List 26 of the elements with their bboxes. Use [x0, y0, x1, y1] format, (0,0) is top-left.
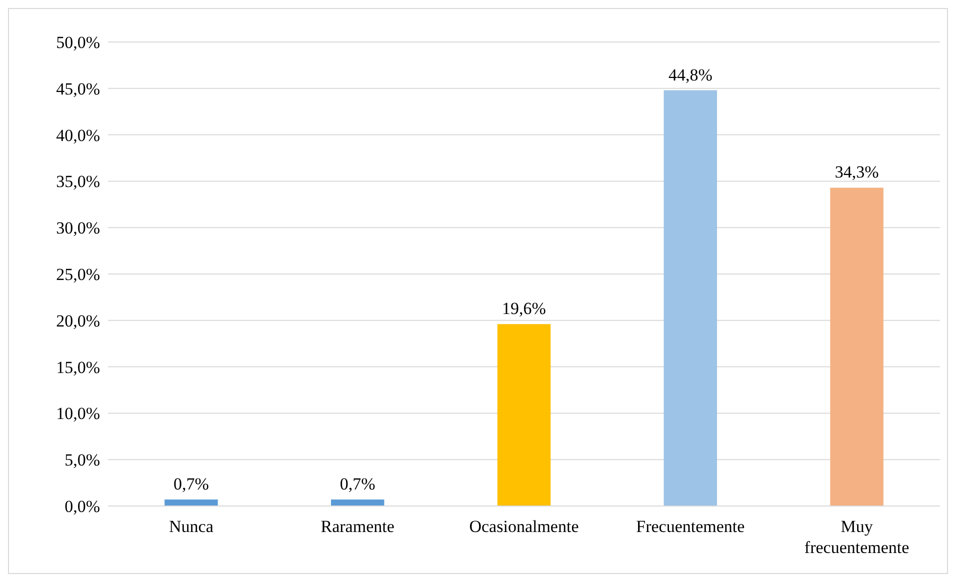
y-tick-label: 0,0% [64, 496, 100, 516]
x-tick-label: Frecuentemente [636, 517, 745, 536]
bar [664, 90, 718, 506]
y-tick-label: 15,0% [56, 358, 100, 377]
x-tick-label: Raramente [320, 517, 394, 536]
bar [830, 188, 884, 506]
bar [497, 324, 551, 506]
y-tick-label: 10,0% [56, 404, 100, 424]
y-tick-label: 45,0% [56, 79, 100, 98]
data-label: 44,8% [668, 65, 712, 84]
y-tick-label: 25,0% [56, 264, 100, 284]
data-label: 34,3% [834, 162, 879, 182]
x-tick-label: Nunca [169, 517, 214, 536]
data-label: 19,6% [502, 299, 546, 318]
x-tick-label: Ocasionalmente [469, 517, 579, 536]
x-tick-label: Muy frecuentemente [804, 517, 910, 557]
y-tick-label: 5,0% [64, 450, 100, 470]
y-tick-label: 30,0% [56, 218, 100, 238]
y-tick-label: 35,0% [56, 172, 100, 192]
bar [164, 500, 218, 506]
y-tick-label: 20,0% [56, 311, 100, 330]
data-label: 0,7% [340, 474, 376, 494]
bar [330, 500, 384, 506]
y-tick-label: 40,0% [56, 126, 100, 145]
y-tick-label: 50,0% [56, 32, 100, 52]
data-label: 0,7% [173, 474, 209, 494]
